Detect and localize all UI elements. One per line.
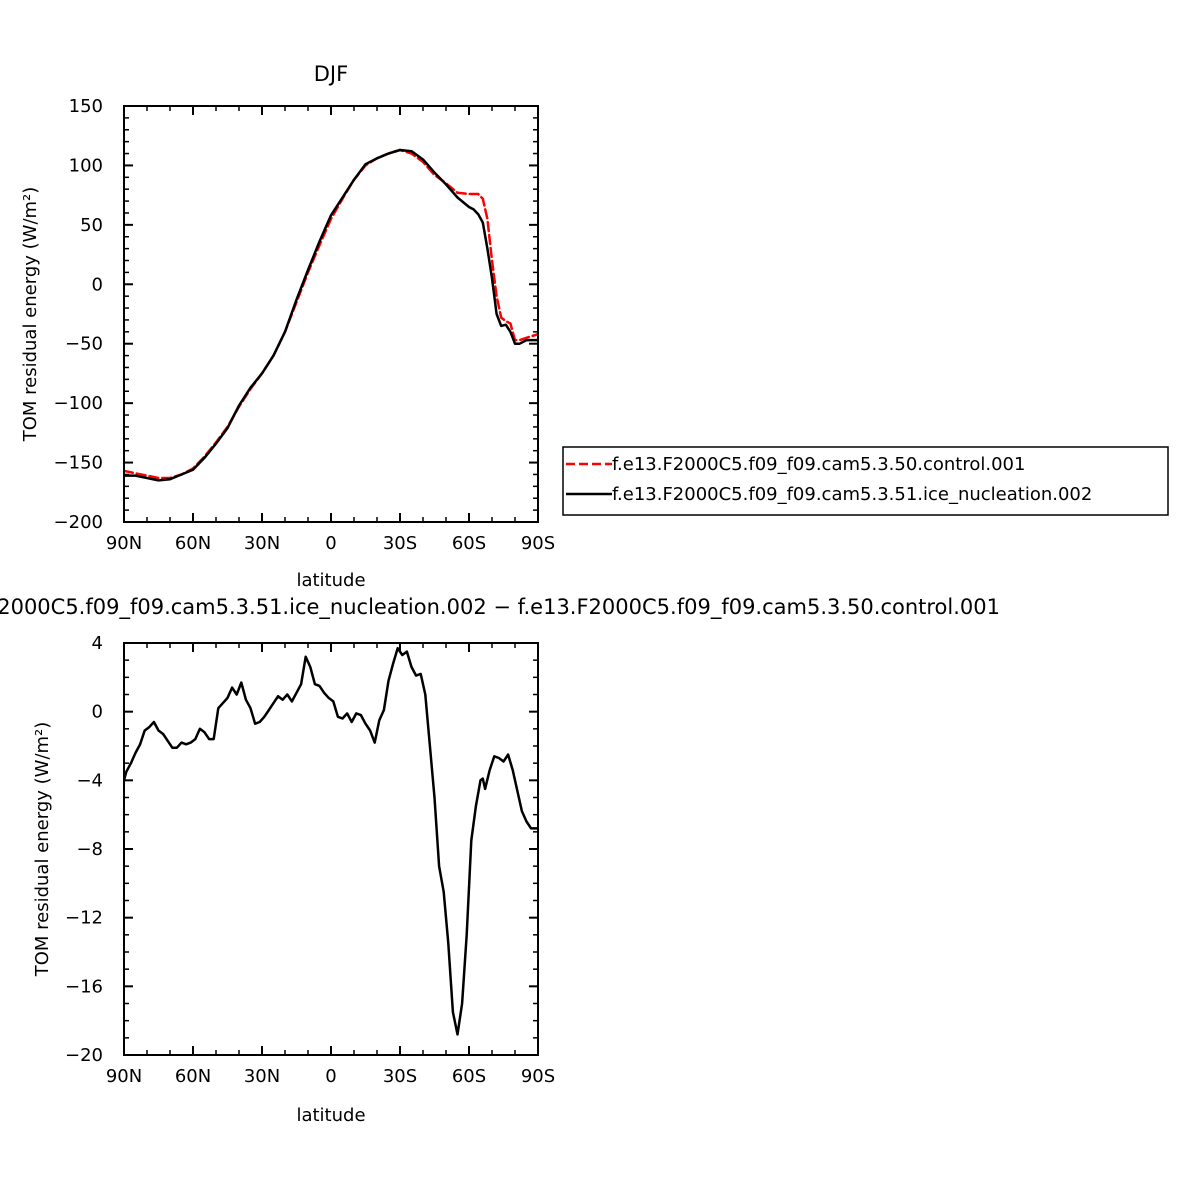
top-x-tick-label: 90N — [106, 533, 142, 554]
bottom-series-line-0 — [124, 646, 538, 1036]
bottom-x-tick-label: 60N — [175, 1066, 211, 1087]
top-series-line-0 — [124, 148, 538, 480]
top-x-tick-label: 0 — [325, 533, 336, 554]
top-y-tick-label: −150 — [54, 453, 103, 474]
top-y-tick-label: −200 — [54, 512, 103, 533]
legend-box — [562, 446, 1169, 516]
top-y-tick-label: −100 — [54, 393, 103, 414]
top-panel: DJF 90N 60N 30N 0 30S 60S 90S 150 100 50 0 −50 −100 −… — [20, 62, 1169, 591]
legend-entry-ice-nucleation: f.e13.F2000C5.f09_f09.cam5.3.51.ice_nucl… — [612, 484, 1092, 505]
bottom-x-tick-label: 30S — [383, 1066, 417, 1087]
top-x-axis-label: latitude — [296, 570, 365, 591]
top-axis-ticks: 90N 60N 30N 0 30S 60S 90S 150 100 50 0 −50 −100 −150 −… — [54, 96, 556, 554]
top-x-tick-label: 30N — [244, 533, 280, 554]
bottom-x-axis-label: latitude — [296, 1105, 365, 1126]
top-y-axis-label: TOM residual energy (W/m²) — [20, 187, 41, 443]
bottom-axis-ticks: 90N 60N 30N 0 30S 60S 90S 4 0 −4 −8 −12 −16 −20 — [65, 633, 555, 1087]
top-x-tick-label: 30S — [383, 533, 417, 554]
bottom-panel: f.e13.F2000C5.f09_f09.cam5.3.51.ice_nucl… — [0, 595, 1000, 1126]
bottom-y-tick-label: −16 — [65, 976, 103, 997]
bottom-chart-title: f.e13.F2000C5.f09_f09.cam5.3.51.ice_nucl… — [0, 595, 1000, 620]
bottom-x-tick-label: 90N — [106, 1066, 142, 1087]
bottom-y-tick-label: −12 — [65, 908, 103, 929]
bottom-y-tick-label: 4 — [92, 633, 103, 654]
bottom-y-tick-label: −20 — [65, 1045, 103, 1066]
bottom-x-tick-label: 90S — [521, 1066, 555, 1087]
top-plot-lines — [124, 148, 538, 482]
top-y-tick-label: 50 — [80, 215, 103, 236]
bottom-plot-lines — [124, 646, 538, 1036]
top-y-tick-label: 100 — [69, 155, 103, 176]
bottom-y-tick-label: −8 — [76, 839, 103, 860]
bottom-y-tick-label: −4 — [76, 770, 103, 791]
top-y-tick-label: −50 — [65, 334, 103, 355]
top-y-tick-label: 0 — [92, 274, 103, 295]
top-series-line-1 — [124, 148, 538, 482]
top-x-tick-label: 60S — [452, 533, 486, 554]
legend-entry-control: f.e13.F2000C5.f09_f09.cam5.3.50.control.… — [612, 454, 1025, 475]
top-plot-frame — [123, 105, 539, 523]
top-chart-title: DJF — [314, 62, 348, 86]
legend: f.e13.F2000C5.f09_f09.cam5.3.50.control.… — [562, 446, 1169, 516]
top-y-tick-label: 150 — [69, 96, 103, 117]
top-x-tick-label: 60N — [175, 533, 211, 554]
bottom-plot-frame — [123, 642, 539, 1056]
bottom-y-axis-label: TOM residual energy (W/m²) — [32, 722, 53, 978]
top-x-tick-label: 90S — [521, 533, 555, 554]
bottom-x-tick-label: 30N — [244, 1066, 280, 1087]
bottom-y-tick-label: 0 — [92, 702, 103, 723]
bottom-x-tick-label: 60S — [452, 1066, 486, 1087]
bottom-x-tick-label: 0 — [325, 1066, 336, 1087]
